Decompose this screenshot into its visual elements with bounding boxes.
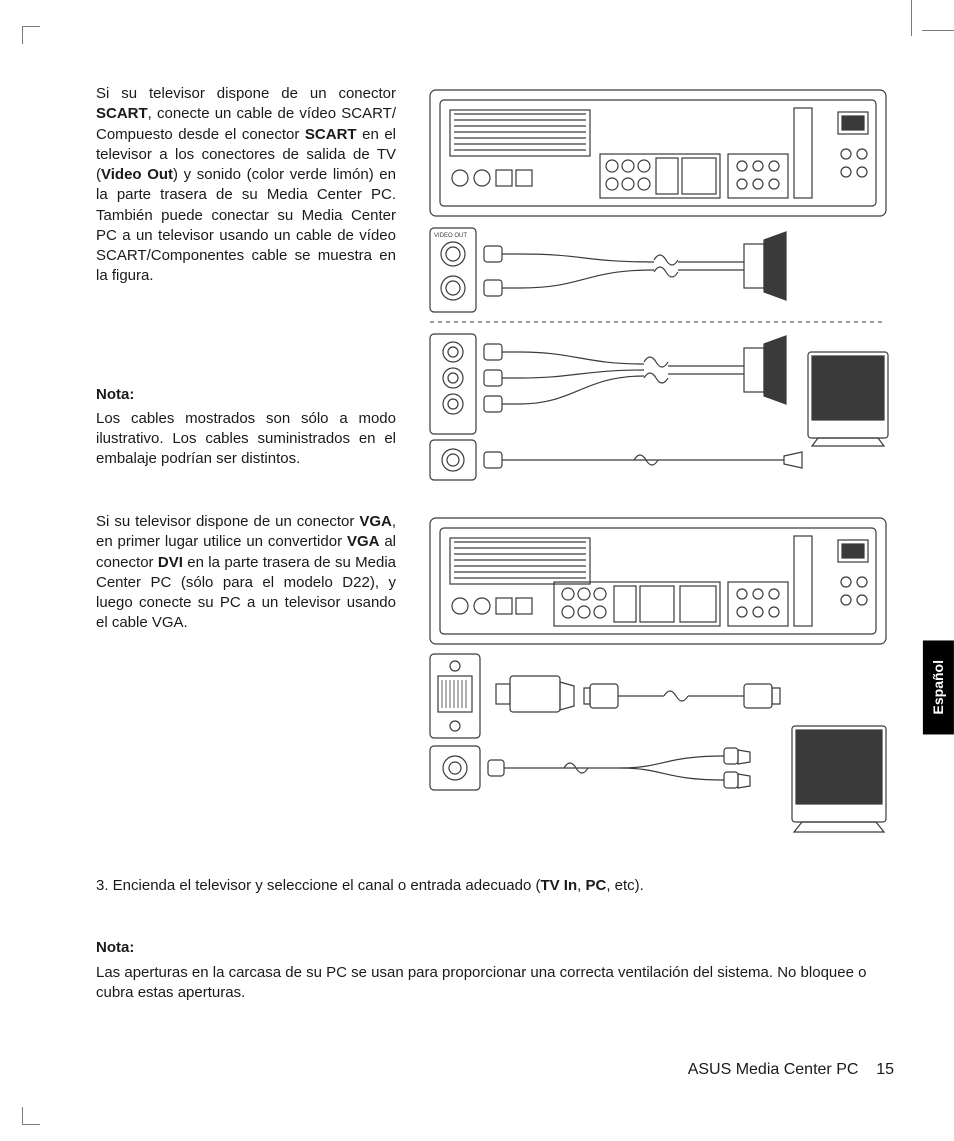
footer-title: ASUS Media Center PC bbox=[688, 1061, 859, 1078]
paragraph-vga: Si su televisor dispone de un conector V… bbox=[96, 512, 396, 634]
crop-mark-tr-h bbox=[922, 30, 954, 31]
language-tab: Español bbox=[923, 640, 954, 734]
note1-body: Los cables mostrados son sólo a modo ilu… bbox=[96, 409, 396, 470]
footer-page-number: 15 bbox=[876, 1061, 894, 1078]
note2-body: Las aperturas en la carcasa de su PC se … bbox=[96, 963, 894, 1004]
label-video-out: VIDEO OUT bbox=[434, 233, 467, 239]
note-bottom: Nota: Las aperturas en la carcasa de su … bbox=[96, 938, 894, 1003]
crop-mark-bl bbox=[22, 1107, 40, 1125]
crop-mark-tl bbox=[22, 26, 40, 44]
crop-mark-tr-v bbox=[911, 0, 912, 36]
note2-head: Nota: bbox=[96, 938, 894, 958]
paragraph-scart: Si su televisor dispone de un conector S… bbox=[96, 84, 396, 287]
diagram-scart: VIDEO OUT bbox=[424, 84, 894, 484]
step-3: 3. Encienda el televisor y seleccione el… bbox=[96, 876, 894, 896]
diagram-vga bbox=[424, 512, 894, 842]
page-content: Si su televisor dispone de un conector S… bbox=[96, 84, 894, 1003]
section-vga: Si su televisor dispone de un conector V… bbox=[96, 512, 894, 842]
note1-head: Nota: bbox=[96, 385, 396, 405]
section-scart: Si su televisor dispone de un conector S… bbox=[96, 84, 894, 484]
page-footer: ASUS Media Center PC 15 bbox=[96, 1059, 894, 1081]
